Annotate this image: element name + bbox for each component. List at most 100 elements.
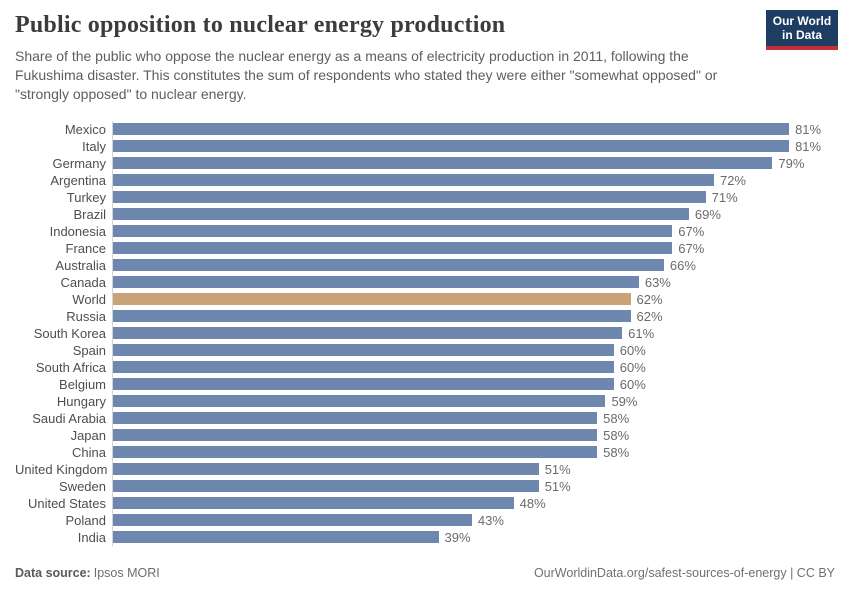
bar[interactable] (113, 327, 623, 340)
value-label: 81% (795, 121, 822, 137)
value-label: 59% (611, 393, 638, 409)
chart-row: Poland 43% (15, 511, 835, 529)
owid-logo-line1: Our World (772, 13, 832, 28)
category-label: Hungary (56, 393, 106, 409)
bar[interactable] (113, 174, 714, 187)
category-label: Belgium (59, 376, 106, 392)
bar[interactable] (113, 480, 539, 493)
category-label: Mexico (64, 121, 106, 137)
bar-area: 62% (112, 290, 835, 308)
value-label: 69% (694, 206, 721, 222)
page-title: Public opposition to nuclear energy prod… (15, 12, 506, 38)
bar[interactable] (113, 395, 606, 408)
value-label: 72% (719, 172, 746, 188)
chart-row: Indonesia 67% (15, 222, 835, 240)
category-label: India (77, 529, 106, 545)
bar[interactable] (113, 140, 790, 153)
value-label: 48% (519, 495, 546, 511)
category-label: South Korea (33, 325, 106, 341)
value-label: 51% (544, 461, 571, 477)
bar[interactable] (113, 259, 664, 272)
bar-area: 81% (112, 137, 835, 155)
chart-row: Mexico 81% (15, 120, 835, 138)
bar-area: 58% (112, 409, 835, 427)
chart-row: South Korea 61% (15, 324, 835, 342)
data-source-label: Data source: (15, 565, 91, 580)
bar[interactable] (113, 123, 790, 136)
bar-highlighted[interactable] (113, 293, 631, 306)
bar[interactable] (113, 514, 472, 527)
bar[interactable] (113, 191, 706, 204)
bar[interactable] (113, 310, 631, 323)
category-label: Germany (52, 155, 106, 171)
owid-logo-line2: in Data (781, 28, 822, 42)
bar[interactable] (113, 344, 614, 357)
chart-row: Germany 79% (15, 154, 835, 172)
category-label: Saudi Arabia (32, 410, 106, 426)
bar-area: 48% (112, 494, 835, 512)
bar[interactable] (113, 242, 673, 255)
category-label: Argentina (50, 172, 106, 188)
bar-area: 79% (112, 154, 835, 172)
bar[interactable] (113, 157, 773, 170)
bar[interactable] (113, 412, 598, 425)
chart-row: India 39% (15, 528, 835, 546)
chart-subtitle: Share of the public who oppose the nucle… (15, 47, 718, 102)
category-label: Sweden (59, 478, 106, 494)
bar[interactable] (113, 531, 439, 544)
bar[interactable] (113, 446, 598, 459)
category-label: China (72, 444, 106, 460)
bar[interactable] (113, 361, 614, 374)
value-label: 58% (603, 444, 630, 460)
bar-area: 67% (112, 222, 835, 240)
category-label: World (72, 291, 106, 307)
bar-area: 62% (112, 307, 835, 325)
bar[interactable] (113, 225, 673, 238)
data-source: Data source: Ipsos MORI (15, 566, 160, 580)
bar-area: 71% (112, 188, 835, 206)
chart-row: Australia 66% (15, 256, 835, 274)
chart-row: France 67% (15, 239, 835, 257)
chart-row: China 58% (15, 443, 835, 461)
attribution-link[interactable]: OurWorldinData.org/safest-sources-of-ene… (533, 565, 835, 580)
category-label: Spain (72, 342, 106, 358)
category-label: Poland (65, 512, 106, 528)
value-label: 60% (619, 342, 646, 358)
bar[interactable] (113, 276, 639, 289)
category-label: Turkey (66, 189, 106, 205)
value-label: 79% (778, 155, 805, 171)
category-label: Canada (60, 274, 106, 290)
chart-row: Hungary 59% (15, 392, 835, 410)
chart-row: Brazil 69% (15, 205, 835, 223)
value-label: 67% (678, 223, 705, 239)
chart-row: Canada 63% (15, 273, 835, 291)
owid-logo[interactable]: Our World in Data (766, 10, 838, 50)
value-label: 43% (477, 512, 504, 528)
value-label: 67% (678, 240, 705, 256)
bar-area: 51% (112, 460, 835, 478)
category-label: Australia (55, 257, 106, 273)
value-label: 81% (795, 138, 822, 154)
bar[interactable] (113, 497, 514, 510)
bar[interactable] (113, 378, 614, 391)
bar[interactable] (113, 208, 689, 221)
chart-row: Turkey 71% (15, 188, 835, 206)
value-label: 61% (628, 325, 655, 341)
value-label: 60% (619, 359, 646, 375)
chart-row: Russia 62% (15, 307, 835, 325)
bar-area: 69% (112, 205, 835, 223)
value-label: 60% (619, 376, 646, 392)
bar-chart: Mexico 81% Italy 81% Germany 79% Argentina 72% T… (15, 120, 835, 546)
category-label: France (65, 240, 106, 256)
bar-area: 60% (112, 375, 835, 393)
value-label: 63% (644, 274, 671, 290)
bar-area: 59% (112, 392, 835, 410)
footer: Data source: Ipsos MORI OurWorldinData.or… (15, 566, 835, 580)
bar-area: 63% (112, 273, 835, 291)
bar-area: 58% (112, 443, 835, 461)
value-label: 58% (603, 427, 630, 443)
bar[interactable] (113, 463, 539, 476)
bar-area: 51% (112, 477, 835, 495)
bar[interactable] (113, 429, 598, 442)
